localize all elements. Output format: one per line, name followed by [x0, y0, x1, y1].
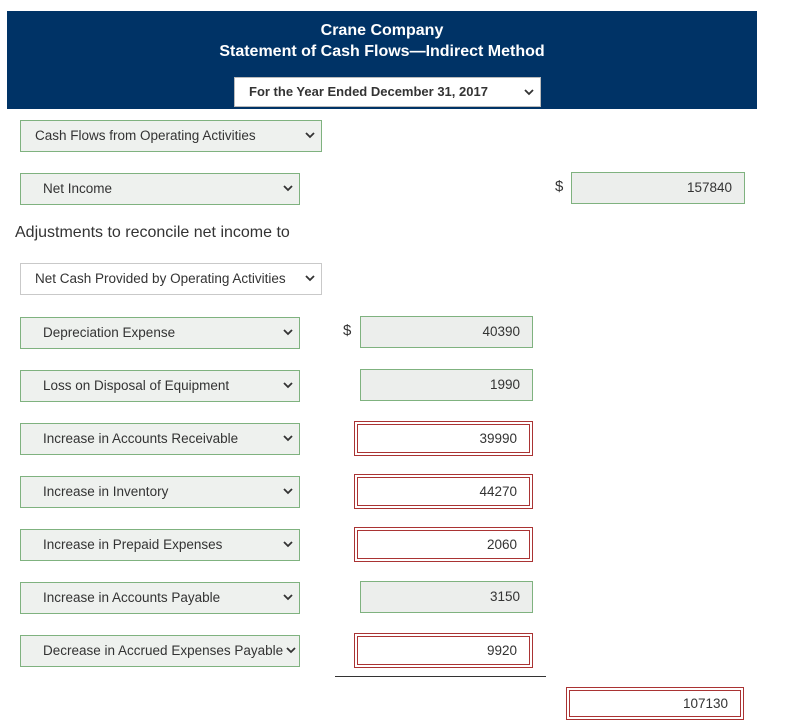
adjustment-amount-depreciation[interactable]: 40390 — [360, 316, 533, 348]
statement-title: Statement of Cash Flows—Indirect Method — [219, 43, 545, 60]
adjustments-select[interactable]: Net Cash Provided by Operating Activitie… — [20, 263, 322, 295]
adjustment-select-loss-disposal[interactable]: Loss on Disposal of Equipment — [20, 370, 300, 402]
section-select-value: Cash Flows from Operating Activities — [35, 128, 256, 143]
adjustments-label: Adjustments to reconcile net income to — [15, 224, 290, 241]
adjustment-label: Increase in Inventory — [43, 484, 169, 499]
adjustment-select-accounts-payable[interactable]: Increase in Accounts Payable — [20, 582, 300, 614]
adjustment-amount-accounts-receivable[interactable]: 39990 — [354, 421, 533, 456]
adjustment-label: Decrease in Accrued Expenses Payable — [43, 643, 284, 658]
net-income-dollar-sign: $ — [555, 178, 564, 195]
adjustment-select-accounts-receivable[interactable]: Increase in Accounts Receivable — [20, 423, 300, 455]
net-income-select[interactable]: Net Income — [20, 173, 300, 205]
statement-header: Crane Company Statement of Cash Flows—In… — [7, 11, 757, 109]
adjustment-label: Increase in Accounts Payable — [43, 590, 221, 605]
adjustment-label: Increase in Prepaid Expenses — [43, 537, 223, 552]
section-select[interactable]: Cash Flows from Operating Activities — [20, 120, 322, 152]
adjustment-select-accrued-expenses[interactable]: Decrease in Accrued Expenses Payable — [20, 635, 300, 667]
adjustment-amount-prepaid-expenses[interactable]: 2060 — [354, 527, 533, 562]
adjustment-label: Depreciation Expense — [43, 325, 176, 340]
period-select[interactable]: For the Year Ended December 31, 2017 — [234, 77, 541, 107]
total-adjustments-amount[interactable]: 107130 — [566, 687, 744, 720]
adjustment-amount-accrued-expenses[interactable]: 9920 — [354, 633, 533, 668]
adjustment-label: Increase in Accounts Receivable — [43, 431, 239, 446]
company-name: Crane Company — [320, 22, 444, 39]
adjustments-select-value: Net Cash Provided by Operating Activitie… — [35, 271, 286, 286]
adjustment-amount-loss-disposal[interactable]: 1990 — [360, 369, 533, 401]
net-income-amount[interactable]: 157840 — [571, 172, 745, 204]
adjustment-dollar-sign: $ — [343, 322, 352, 339]
adjustment-amount-accounts-payable[interactable]: 3150 — [360, 581, 533, 613]
net-income-label: Net Income — [43, 181, 113, 196]
adjustment-amount-inventory[interactable]: 44270 — [354, 474, 533, 509]
adjustment-select-inventory[interactable]: Increase in Inventory — [20, 476, 300, 508]
period-select-value: For the Year Ended December 31, 2017 — [249, 84, 488, 99]
adjustment-select-prepaid-expenses[interactable]: Increase in Prepaid Expenses — [20, 529, 300, 561]
subtotal-rule — [335, 676, 546, 677]
adjustment-select-depreciation[interactable]: Depreciation Expense — [20, 317, 300, 349]
adjustment-label: Loss on Disposal of Equipment — [43, 378, 230, 393]
